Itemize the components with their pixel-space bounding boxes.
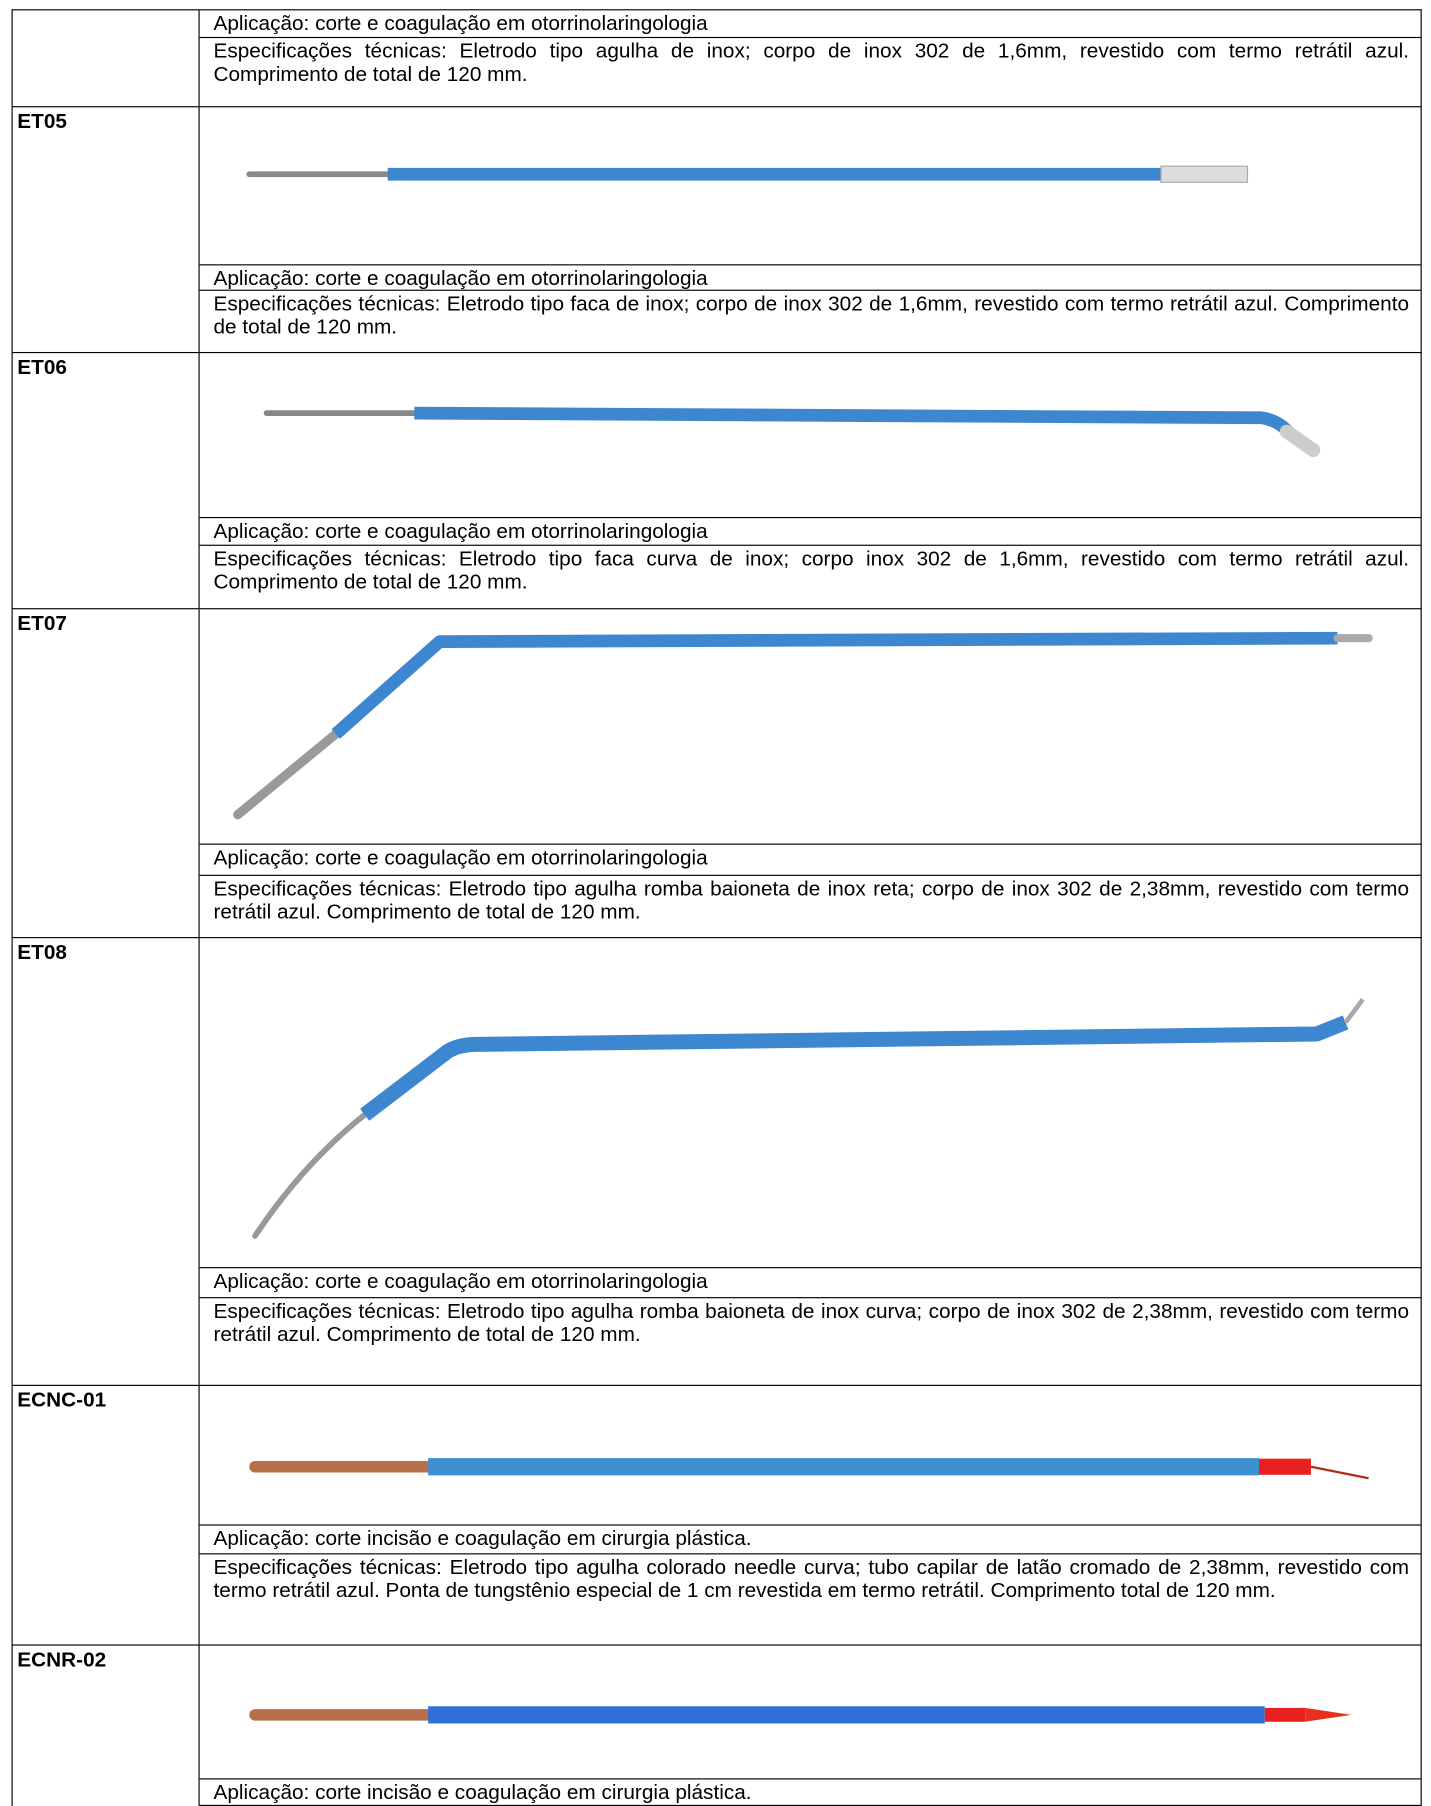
image-cell: [199, 107, 1421, 266]
application: Aplicação: corte incisão e coagulação em…: [199, 1526, 1421, 1555]
application: Aplicação: corte incisão e coagulação em…: [199, 1780, 1421, 1806]
table-row: ECNC-01 Aplicação: corte incisão e coagu…: [11, 1384, 1422, 1645]
table-row: ET05 Aplicação: corte e coagulação em ot…: [11, 106, 1422, 352]
specifications: Especificações técnicas: Eletrodo tipo f…: [213, 291, 1410, 339]
electrode-image: [246, 165, 1249, 183]
image-cell: [199, 609, 1421, 845]
electrode-image: [249, 1706, 1352, 1724]
code-cell: ECNC-01: [13, 1385, 200, 1645]
specifications: Especificações técnicas: Eletrodo tipo a…: [213, 877, 1410, 924]
table-row: ET07 Aplicação: corte e coagulação em ot…: [11, 608, 1422, 938]
electrode-image: [249, 1458, 1369, 1480]
application: Aplicação: corte e coagulação em otorrin…: [199, 518, 1421, 546]
application: Aplicação: corte e coagulação em otorrin…: [199, 10, 1421, 39]
application: Aplicação: corte e coagulação em otorrin…: [199, 845, 1421, 876]
electrode-image: [233, 631, 1373, 820]
application: Aplicação: corte e coagulação em otorrin…: [199, 265, 1421, 291]
specifications: Especificações técnicas: Eletrodo tipo a…: [213, 39, 1410, 86]
electrode-image: [263, 406, 1321, 457]
code-cell: ET05: [13, 107, 200, 352]
table-row: Aplicação: corte e coagulação em otorrin…: [11, 9, 1422, 107]
electrode-image: [252, 997, 1365, 1239]
image-cell: [199, 938, 1421, 1269]
code-cell: ECNR-02: [13, 1645, 200, 1806]
specifications: Especificações técnicas: Eletrodo tipo a…: [213, 1299, 1410, 1346]
specifications: Especificações técnicas: Eletrodo tipo a…: [213, 1555, 1410, 1602]
code-cell: [13, 10, 200, 107]
code-cell: ET07: [13, 609, 200, 938]
specifications: Especificações técnicas: Eletrodo tipo f…: [213, 546, 1410, 594]
code-cell: ET08: [13, 938, 200, 1385]
table-row: ECNR-02 Aplicação: corte incisão e coagu…: [11, 1644, 1422, 1806]
table-row: ET08 Aplicação: corte e coagulação em ot…: [11, 937, 1422, 1385]
code-cell: ET06: [13, 353, 200, 609]
table-row: ET06 Aplicação: corte e coagulação em ot…: [11, 351, 1422, 609]
image-cell: [199, 1646, 1421, 1780]
application: Aplicação: corte e coagulação em otorrin…: [199, 1268, 1421, 1299]
image-cell: [199, 353, 1421, 519]
image-cell: [199, 1386, 1421, 1526]
